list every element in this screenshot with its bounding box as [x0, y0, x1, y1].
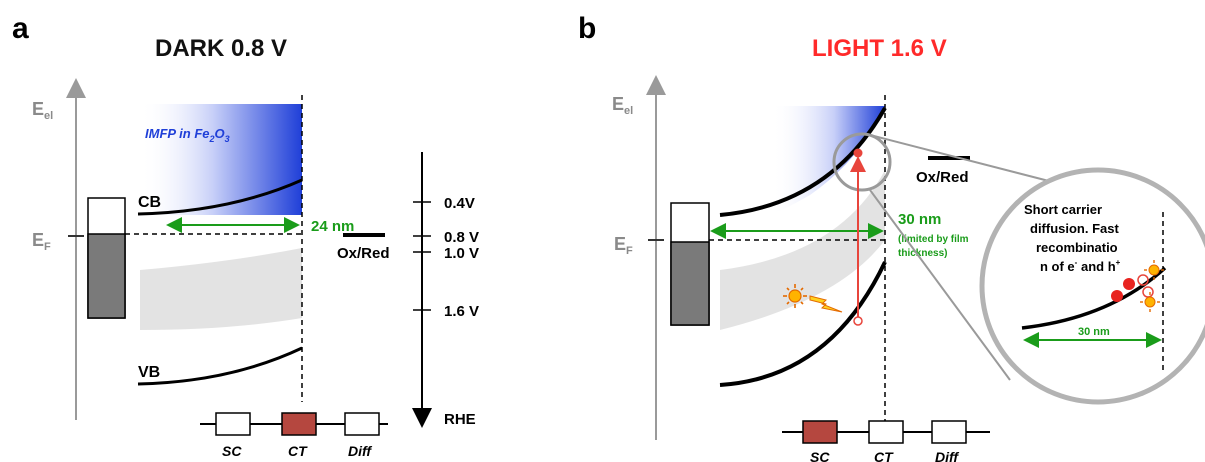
zoom-source-circle: [832, 132, 892, 192]
panel-b: b LIGHT 1.6 V Eel EF 30 nm (limited by f…: [578, 12, 1205, 462]
depletion-band-region: [720, 170, 885, 330]
back-contact-filled: [670, 241, 710, 326]
zoom-width-label: 30 nm: [1078, 326, 1110, 338]
zoom-line-bottom: [869, 189, 1011, 381]
zoom-text-line1: Short carrier: [1024, 202, 1102, 217]
hole-dot: [853, 316, 863, 326]
circuit-label-ct: CT: [288, 443, 308, 459]
panel-a: a DARK 0.8 V Eel EF IMFP in Fe2O3 CB VB …: [12, 12, 479, 459]
circuit-element-diff: [931, 420, 967, 444]
circuit-label-diff: Diff: [935, 449, 959, 462]
cb-label: CB: [138, 194, 161, 211]
back-contact-filled: [87, 233, 126, 319]
zoom-text-line4: n of e- and h+: [1040, 258, 1121, 274]
electron-dot: [853, 148, 863, 158]
sun-icon: [783, 284, 807, 308]
circuit-label-ct: CT: [874, 449, 894, 462]
zoom-electron-2: [1123, 278, 1135, 290]
circuit-element-sc: [215, 412, 251, 436]
lightning-icon: [809, 295, 843, 313]
potential-label-08: 0.8 V: [444, 229, 479, 246]
zoom-sun-icon-2: [1140, 292, 1160, 312]
energy-axis-label: Eel: [612, 94, 633, 117]
fermi-level-label: EF: [614, 234, 633, 257]
redox-label: Ox/Red: [337, 245, 390, 262]
circuit-label-sc: SC: [222, 443, 242, 459]
panel-b-title: LIGHT 1.6 V: [812, 35, 947, 62]
panel-b-letter: b: [578, 12, 596, 45]
depletion-band-region: [140, 248, 302, 330]
width-label: 24 nm: [311, 218, 354, 235]
panel-a-letter: a: [12, 12, 29, 45]
circuit-element-sc: [802, 420, 838, 444]
zoom-text-line3: recombinatio: [1036, 240, 1118, 255]
zoom-sun-icon-1: [1144, 260, 1164, 280]
circuit-element-ct: [868, 420, 904, 444]
conduction-band-curve: [719, 107, 887, 217]
circuit-label-diff: Diff: [348, 443, 372, 459]
redox-label: Ox/Red: [916, 169, 969, 186]
vb-label: VB: [138, 364, 160, 381]
imfp-label: IMFP in Fe2O3: [145, 126, 230, 144]
zoom-hole-1: [1137, 274, 1149, 286]
valence-band-curve: [137, 346, 303, 386]
circuit-element-diff: [344, 412, 380, 436]
width-note-line1: (limited by film: [898, 234, 969, 245]
zoom-band-curve: [1021, 266, 1167, 330]
energy-axis-label: Eel: [32, 99, 53, 122]
circuit-element-ct: [281, 412, 317, 436]
width-note-line2: thickness): [898, 248, 947, 259]
circuit-label-sc: SC: [810, 449, 830, 462]
width-label: 30 nm: [898, 211, 941, 228]
zoom-text-line2: diffusion. Fast: [1030, 221, 1120, 236]
zoom-electron-1: [1111, 290, 1123, 302]
potential-label-04: 0.4V: [444, 195, 475, 212]
potential-label-16: 1.6 V: [444, 303, 479, 320]
valence-band-curve: [719, 261, 887, 387]
panel-a-title: DARK 0.8 V: [155, 35, 287, 62]
fermi-level-label: EF: [32, 230, 51, 253]
potential-label-10: 1.0 V: [444, 245, 479, 262]
imfp-gradient: [140, 104, 302, 215]
conduction-band-curve: [137, 178, 303, 216]
reference-label: RHE: [444, 411, 476, 428]
